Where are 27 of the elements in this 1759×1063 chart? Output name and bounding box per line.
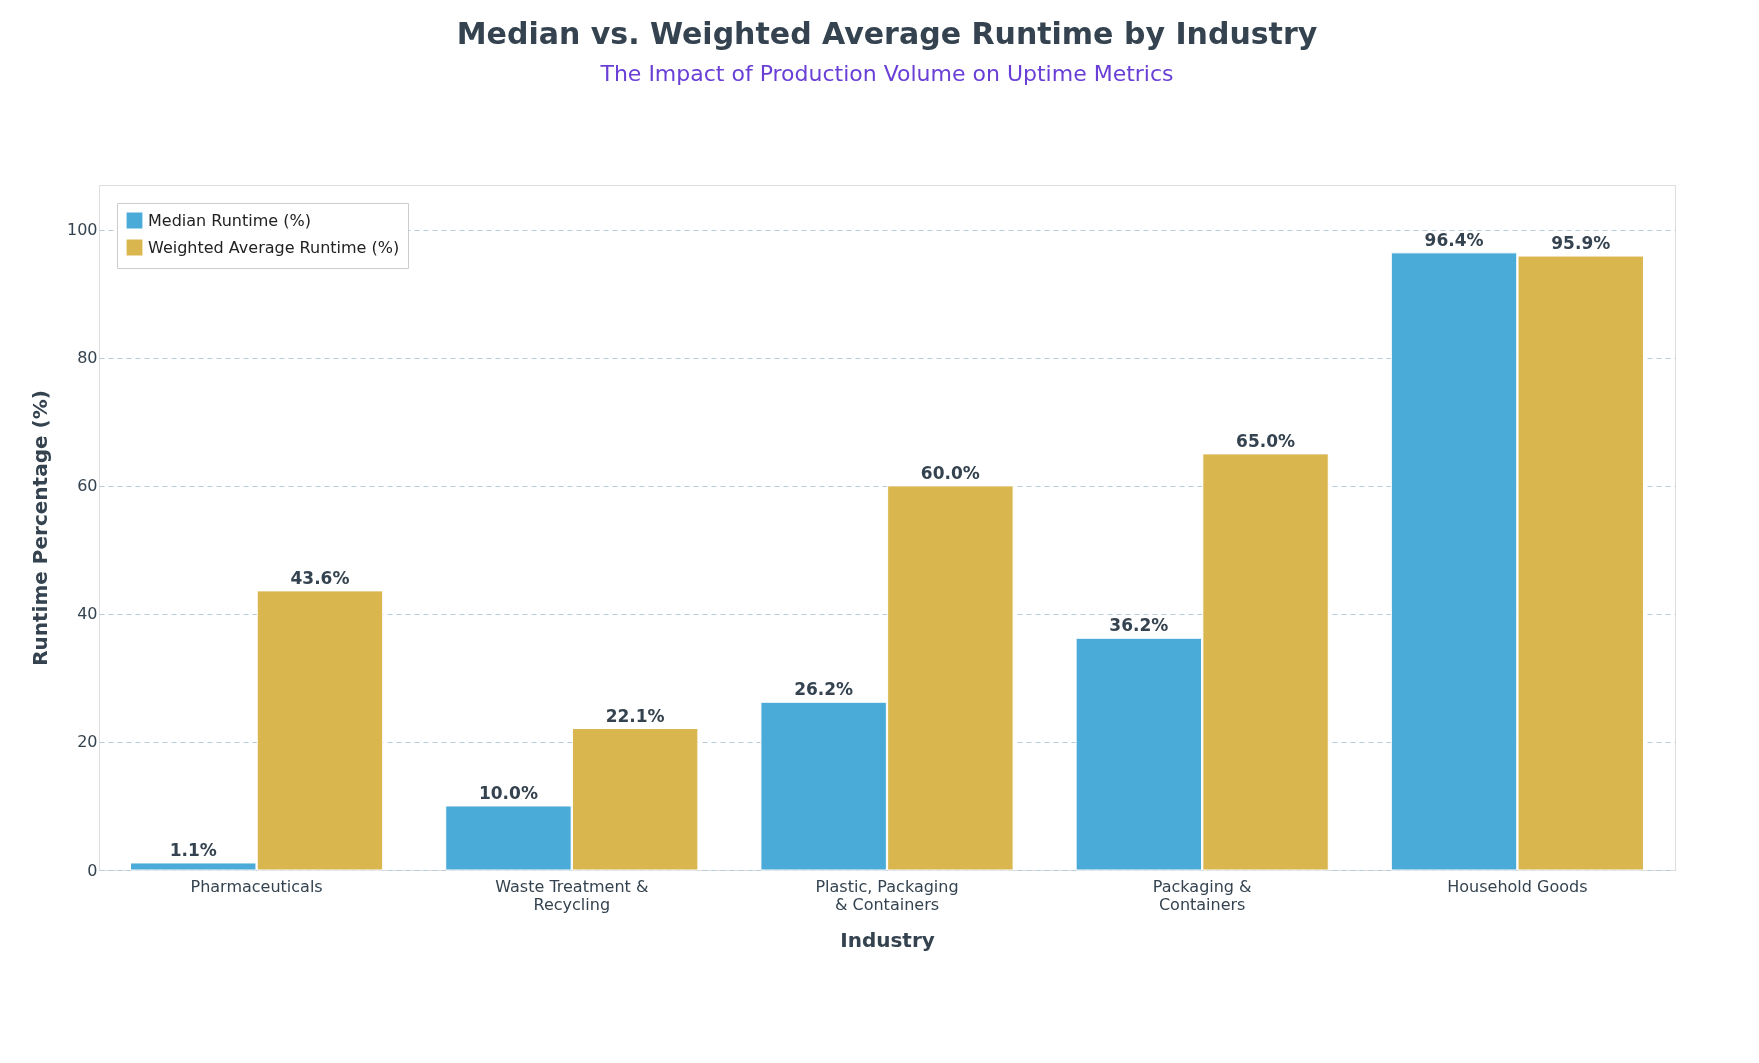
chart-subtitle: The Impact of Production Volume on Uptime Metrics	[599, 61, 1174, 86]
x-tick-label: Household Goods	[1447, 876, 1588, 896]
data-label: 36.2%	[1109, 615, 1169, 636]
x-tick-label: Waste Treatment & Recycling	[495, 876, 649, 914]
legend-label: Weighted Average Runtime (%)	[148, 237, 400, 257]
data-label: 22.1%	[605, 705, 665, 726]
data-label: 1.1%	[169, 839, 217, 860]
data-label: 26.2%	[794, 679, 854, 700]
y-tick-label: 20	[77, 732, 98, 752]
legend-label: Median Runtime (%)	[148, 210, 311, 230]
x-tick-label: Pharmaceuticals	[190, 876, 323, 896]
data-label: 60.0%	[920, 462, 980, 483]
x-axis-title: Industry	[840, 927, 935, 952]
chart-title: Median vs. Weighted Average Runtime by Industry	[456, 16, 1318, 51]
y-tick-label: 80	[77, 348, 98, 368]
y-tick-label: 40	[77, 604, 98, 624]
data-label: 10.0%	[478, 782, 538, 803]
data-label: 95.9%	[1551, 233, 1611, 254]
y-tick-label: 60	[77, 476, 98, 496]
y-tick-label: 0	[87, 860, 98, 880]
y-tick-label: 100	[66, 220, 98, 240]
data-label: 96.4%	[1424, 229, 1484, 250]
data-label: 65.0%	[1236, 430, 1296, 451]
x-tick-label: Plastic, Packaging & Containers	[815, 876, 959, 914]
y-axis-title: Runtime Percentage (%)	[27, 390, 52, 666]
data-label: 43.6%	[290, 567, 350, 588]
x-tick-label: Packaging & Containers	[1152, 876, 1252, 914]
